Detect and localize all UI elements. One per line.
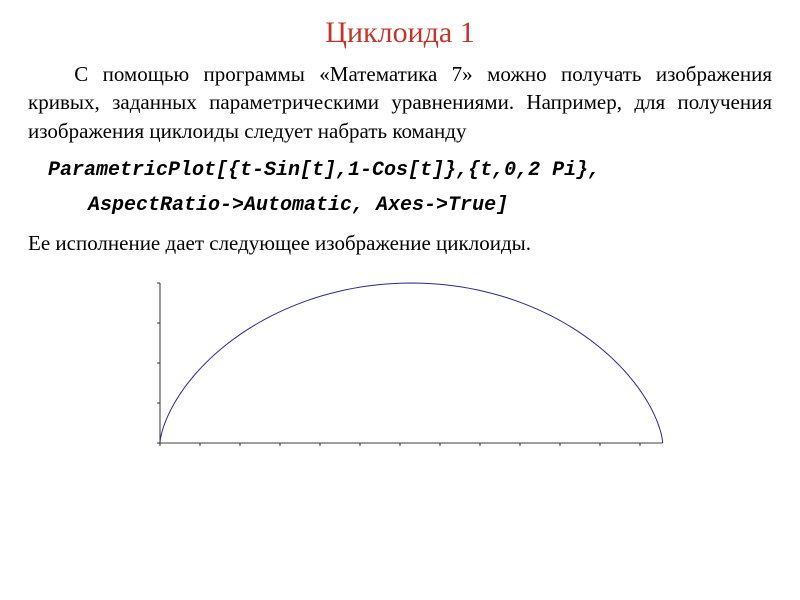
intro-paragraph: С помощью программы «Математика 7» можно… xyxy=(28,60,772,145)
code-line-1: ParametricPlot[{t-Sin[t],1-Cos[t]},{t,0,… xyxy=(28,159,772,182)
chart-container xyxy=(28,271,772,451)
result-paragraph: Ее исполнение дает следующее изображение… xyxy=(28,229,772,257)
page-title: Циклоида 1 xyxy=(28,16,772,50)
code-line-2: AspectRatio->Automatic, Axes->True] xyxy=(28,194,772,217)
document-page: Циклоида 1 С помощью программы «Математи… xyxy=(0,0,800,600)
cycloid-chart xyxy=(130,271,670,451)
